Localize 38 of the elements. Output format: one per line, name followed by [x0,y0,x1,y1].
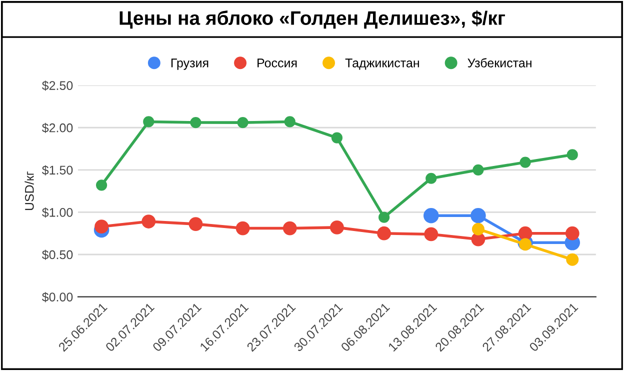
point [472,164,484,176]
y-tick-label: $1.50 [42,165,73,176]
legend-label: Россия [258,58,297,68]
point [330,220,344,234]
point [282,221,297,236]
y-tick-label: $2.00 [42,122,73,134]
point [142,214,156,228]
legend-label: Узбекистан [468,58,532,68]
point [520,156,531,168]
point [423,208,439,224]
point [565,226,580,240]
y-tick-label: $0.00 [42,292,73,302]
point [96,180,108,191]
point [143,116,154,128]
point [378,212,390,223]
point [470,208,486,224]
y-tick-label: $0.50 [42,250,73,260]
legend-label: Грузия [171,58,208,70]
legend-label: Таджикистан [345,58,419,70]
point [190,116,202,128]
point [188,217,203,231]
point [566,149,578,160]
point [284,116,296,128]
y-tick-label: $2.50 [42,80,73,91]
point [519,238,532,251]
point [331,132,343,144]
point [237,116,248,128]
point [518,226,532,240]
point [424,227,438,242]
point [377,226,391,240]
y-axis-title: USD/кг [24,171,34,210]
point [566,253,579,266]
y-tick-label: $1.00 [42,207,73,218]
point [94,220,108,234]
point [426,172,437,184]
chart-title: Цены на яблоко «Голден Делишез», $/кг [120,10,505,29]
point [472,222,484,236]
point [236,221,250,236]
